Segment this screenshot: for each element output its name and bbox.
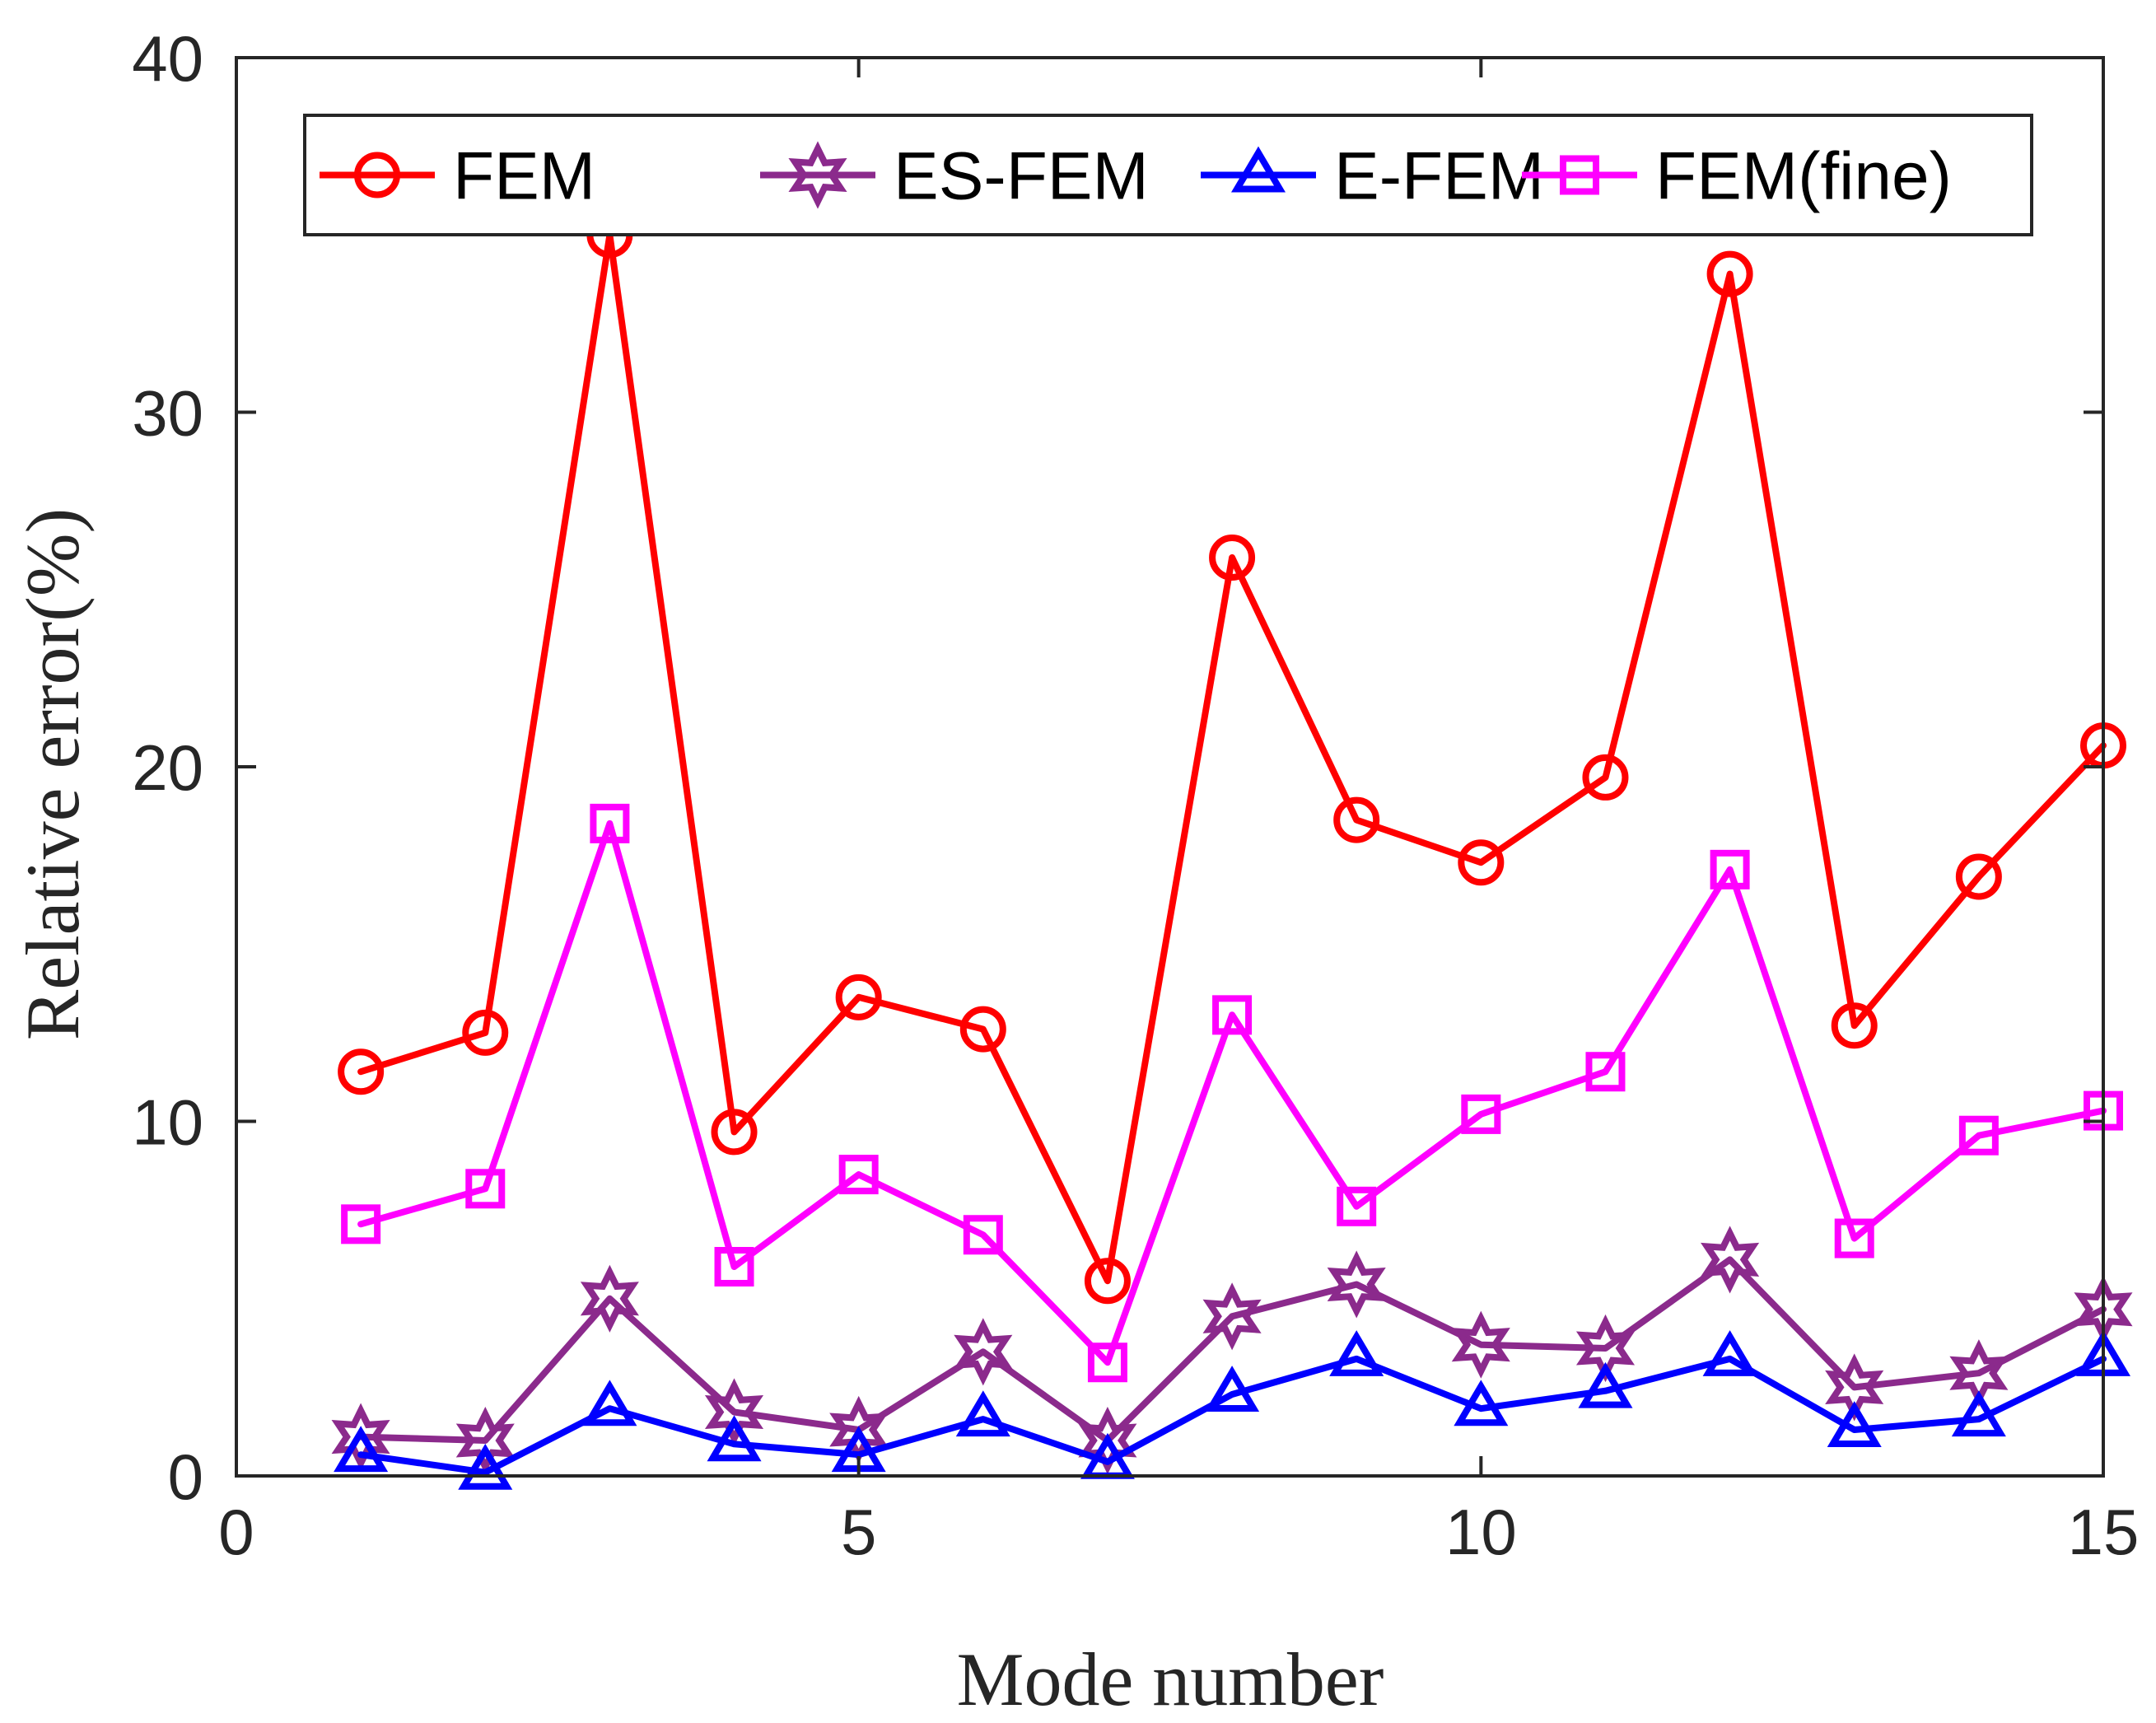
plot-area <box>331 212 2133 1490</box>
x-tick-label: 10 <box>1445 1496 1517 1568</box>
legend-marker <box>354 152 400 198</box>
data-point <box>1212 995 1253 1035</box>
data-point <box>1084 1258 1131 1305</box>
legend-marker <box>1230 146 1286 193</box>
data-point <box>963 1215 1003 1255</box>
data-point <box>580 1264 639 1333</box>
series-e-fem <box>334 1330 2131 1490</box>
data-point <box>1834 1218 1874 1258</box>
y-tick-label: 0 <box>168 1441 203 1513</box>
data-point <box>331 1403 390 1471</box>
data-point <box>1451 1310 1510 1379</box>
series-line <box>357 1355 2107 1476</box>
data-point <box>955 1390 1010 1437</box>
data-point <box>1958 1115 1999 1156</box>
data-point <box>338 1048 385 1095</box>
y-tick-label: 10 <box>132 1086 203 1159</box>
data-point <box>1337 1186 1377 1226</box>
legend-label: ES-FEM <box>894 139 1149 214</box>
data-point <box>1078 1406 1137 1475</box>
legend: FEM ES-FEM E-FEM FEM(fine) <box>303 114 2033 236</box>
data-point <box>714 1247 754 1287</box>
data-point <box>1327 1250 1386 1319</box>
data-point <box>704 1378 764 1446</box>
data-point <box>1458 839 1505 886</box>
series-line <box>357 819 2107 1366</box>
data-point <box>1461 1094 1501 1134</box>
legend-entry: E-FEM <box>1201 139 1544 214</box>
data-point <box>334 1426 389 1473</box>
data-point <box>465 1169 506 1209</box>
y-tick-label: 30 <box>132 377 203 450</box>
data-point <box>1202 1282 1262 1351</box>
data-point <box>590 803 630 843</box>
data-point <box>1578 1361 1633 1408</box>
data-point <box>462 1009 509 1056</box>
data-point <box>1955 853 2002 900</box>
data-point <box>835 974 882 1020</box>
series-line <box>357 231 2107 1285</box>
data-point <box>341 1204 381 1244</box>
legend-label: FEM(fine) <box>1655 139 1952 214</box>
data-point <box>1710 849 1750 890</box>
data-point <box>1585 1052 1626 1092</box>
data-point <box>954 1318 1013 1386</box>
data-point <box>1454 1380 1509 1426</box>
legend-entry: ES-FEM <box>760 139 1149 214</box>
data-point <box>455 1406 515 1475</box>
data-point <box>1205 1366 1260 1412</box>
data-point <box>1831 1002 1878 1049</box>
series-es-fem <box>331 1226 2133 1475</box>
legend-box <box>303 114 2033 236</box>
x-tick-label: 15 <box>2068 1496 2140 1568</box>
legend-entry: FEM(fine) <box>1522 139 1952 214</box>
data-point <box>1702 1330 1757 1376</box>
y-tick-label: 20 <box>132 731 203 804</box>
x-tick-label: 5 <box>841 1496 876 1568</box>
series-fem <box>338 212 2126 1305</box>
y-tick-label: 40 <box>132 22 203 95</box>
axes: 0 5 10 15 0 10 20 30 40 <box>132 22 2139 1568</box>
data-point <box>1333 796 1380 843</box>
series-fem-fine <box>341 803 2123 1383</box>
data-point <box>959 1006 1006 1053</box>
legend-label: FEM <box>453 139 595 214</box>
legend-label: E-FEM <box>1334 139 1544 214</box>
data-point <box>1706 250 1753 297</box>
data-point <box>711 1109 758 1156</box>
legend-marker <box>1560 155 1599 195</box>
data-point <box>1582 754 1629 801</box>
x-axis-title: Mode number <box>957 1637 1384 1721</box>
series-line <box>357 1256 2107 1444</box>
data-point <box>1329 1330 1384 1376</box>
data-point <box>1827 1401 1882 1448</box>
data-point <box>1087 1342 1127 1383</box>
x-tick-label: 0 <box>218 1496 254 1568</box>
data-point <box>707 1415 762 1462</box>
data-point <box>838 1155 879 1195</box>
data-point <box>582 1380 637 1426</box>
y-axis-title: Relative error(%) <box>11 508 95 1040</box>
legend-marker <box>788 141 847 209</box>
data-point <box>1951 1390 2006 1437</box>
legend-entry: FEM <box>320 139 595 214</box>
data-point <box>1701 1226 1760 1294</box>
data-point <box>1209 535 1256 581</box>
data-point <box>458 1443 513 1490</box>
